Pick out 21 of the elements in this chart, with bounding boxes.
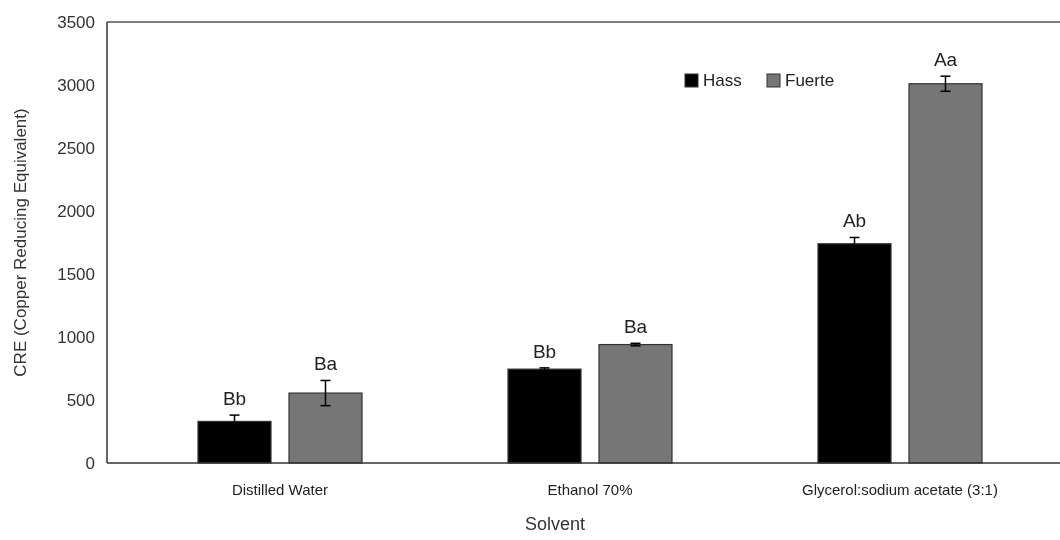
y-tick-label: 1500 [57, 264, 95, 284]
x-tick-label: Distilled Water [231, 481, 329, 498]
y-tick-label: 3000 [57, 75, 95, 95]
legend-label: Fuerte [785, 71, 835, 90]
data-label: Bb [222, 388, 247, 410]
legend-label: Hass [703, 71, 742, 90]
data-label: Ba [313, 353, 338, 375]
data-label: Aa [933, 49, 958, 71]
data-label: Ba [623, 316, 648, 338]
y-tick-label: 500 [66, 390, 95, 410]
y-axis-title: CRE (Copper Reducing Equivalent) [11, 108, 30, 377]
x-axis-title: Solvent [524, 514, 586, 534]
y-tick-label: 3500 [57, 12, 95, 32]
data-label: Bb [532, 340, 557, 362]
x-tick-label: Glycerol:sodium acetate (3:1) [802, 481, 998, 498]
x-tick-label: Ethanol 70% [547, 481, 633, 498]
y-tick-label: 1000 [57, 327, 95, 347]
y-tick-label: 0 [85, 453, 95, 473]
data-label: Ab [842, 210, 867, 232]
y-tick-label: 2000 [57, 201, 95, 221]
y-tick-label: 2500 [57, 138, 95, 158]
